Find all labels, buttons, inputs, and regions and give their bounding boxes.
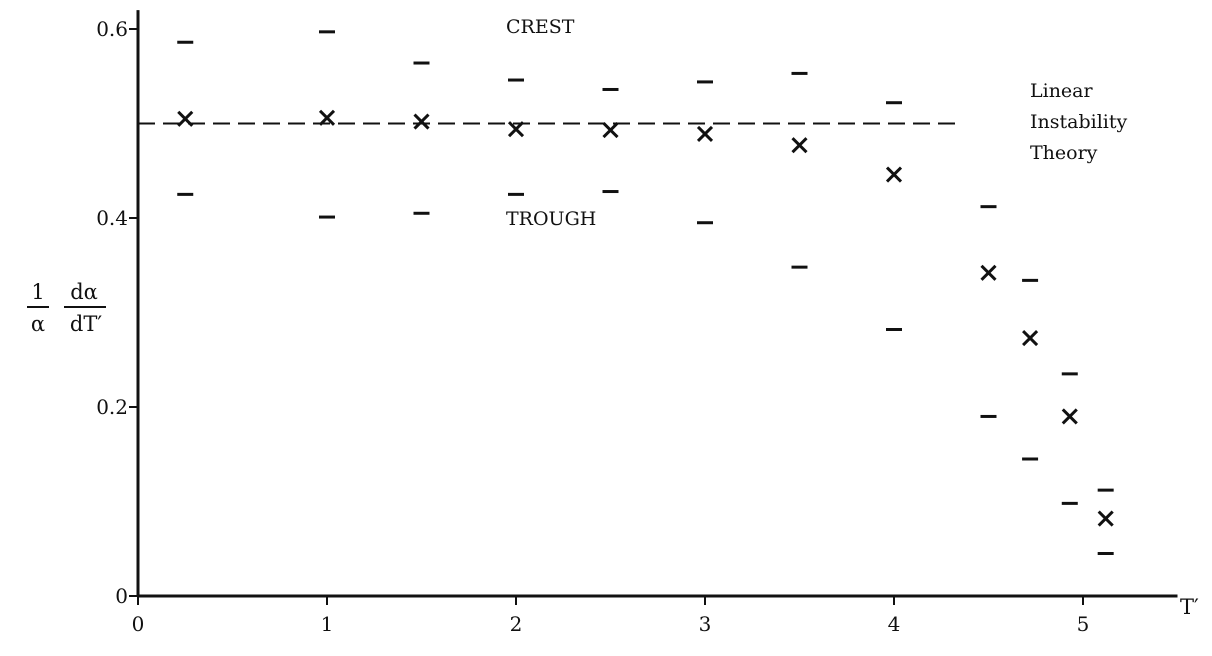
data-point-stroke — [791, 137, 808, 154]
data-point — [507, 121, 525, 138]
theory-annotation-line3: Theory — [1030, 142, 1098, 164]
y-axis-label: 1 α dα dT′ — [27, 280, 106, 336]
y-label-den1: α — [31, 312, 45, 336]
data-point — [980, 264, 997, 281]
data-point — [1097, 510, 1114, 527]
data-point — [602, 122, 619, 139]
trough-annotation: TROUGH — [506, 208, 596, 230]
theory-annotation-line1: Linear — [1030, 80, 1094, 102]
data-point — [413, 113, 430, 130]
x-tick-label: 0 — [132, 612, 145, 636]
data-point-stroke — [1022, 329, 1039, 347]
data-point-stroke — [980, 264, 997, 281]
data-point-stroke — [413, 113, 430, 130]
y-tick-label: 0.4 — [96, 206, 128, 230]
y-label-num1: 1 — [31, 280, 44, 304]
data-point — [696, 125, 714, 142]
data-points — [177, 109, 1114, 527]
data-point — [1061, 408, 1078, 425]
y-tick-label: 0 — [115, 584, 128, 608]
data-point-stroke — [885, 166, 903, 183]
data-point-stroke — [696, 125, 714, 142]
data-point-stroke — [177, 110, 194, 127]
crest-trough-markers — [177, 30, 1114, 555]
axes — [136, 10, 1178, 598]
ticks: 0 1 2 3 4 5 0 0.2 0.4 0.6 — [96, 17, 1089, 636]
y-label-num2: dα — [70, 280, 98, 304]
y-tick-label: 0.2 — [96, 395, 128, 419]
y-label-den2: dT′ — [70, 312, 102, 336]
x-tick-label: 2 — [510, 612, 523, 636]
x-axis-label: T′ — [1180, 595, 1199, 619]
data-point-stroke — [507, 121, 525, 138]
data-point-stroke — [1097, 510, 1114, 527]
data-point — [791, 137, 808, 154]
data-point — [177, 110, 194, 127]
y-tick-label: 0.6 — [96, 17, 128, 41]
data-point — [318, 109, 336, 126]
x-tick-label: 5 — [1077, 612, 1090, 636]
theory-annotation-line2: Instability — [1030, 111, 1127, 133]
data-point — [885, 166, 903, 183]
data-point — [1022, 329, 1039, 347]
x-tick-label: 3 — [699, 612, 712, 636]
data-point-stroke — [318, 109, 336, 126]
data-point-stroke — [602, 122, 619, 139]
data-point-stroke — [1061, 408, 1078, 425]
x-tick-label: 1 — [321, 612, 334, 636]
x-tick-label: 4 — [888, 612, 901, 636]
crest-annotation: CREST — [506, 16, 575, 38]
